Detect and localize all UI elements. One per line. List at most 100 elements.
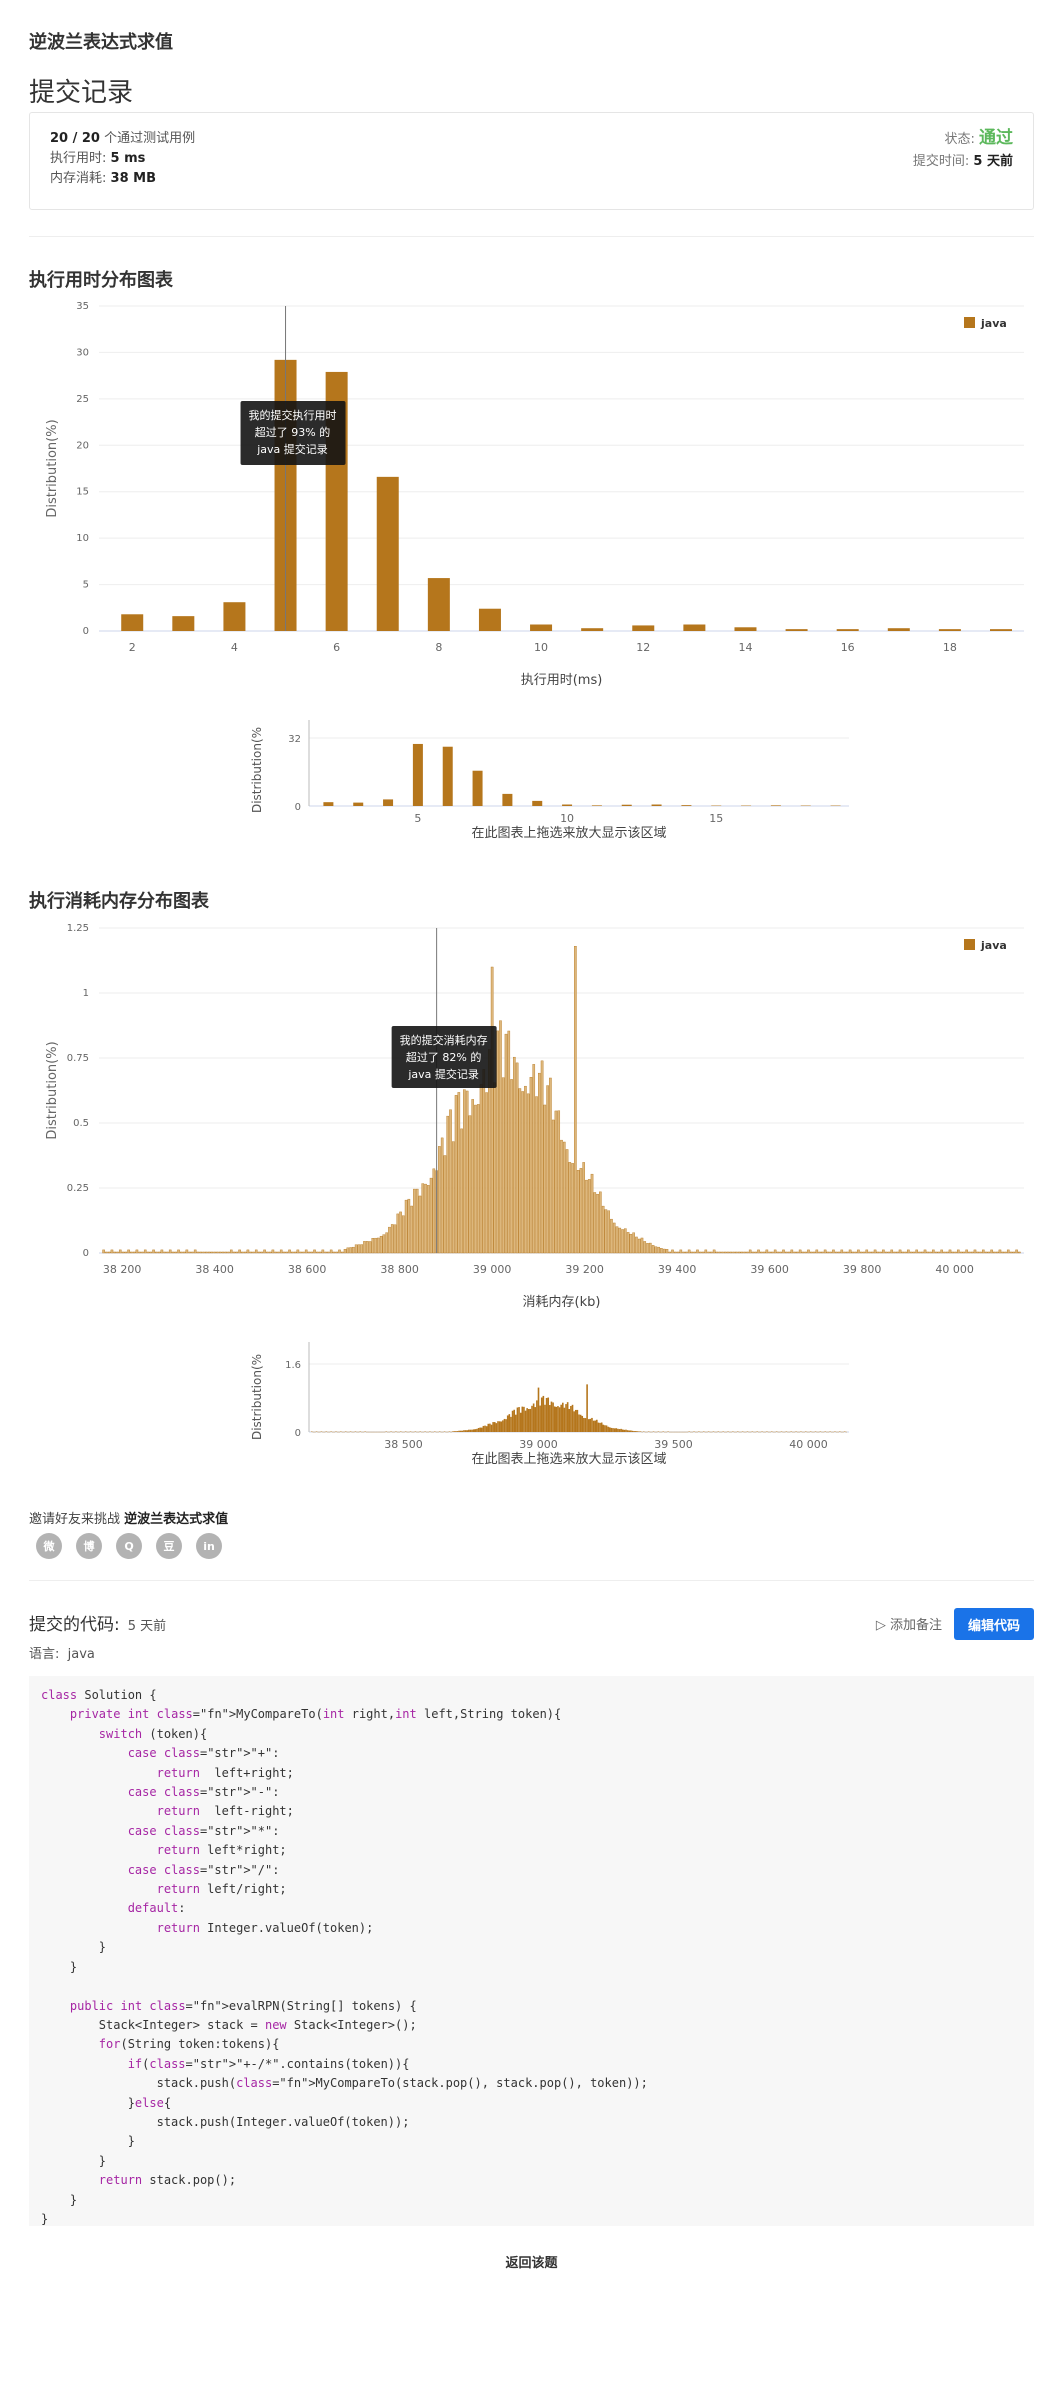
overview-bar bbox=[625, 1429, 627, 1432]
memory-bar bbox=[524, 1085, 527, 1254]
x-tick-label: 39 800 bbox=[843, 1263, 882, 1276]
memory-bar bbox=[155, 1251, 158, 1254]
memory-bar bbox=[562, 1141, 566, 1254]
overview-bar bbox=[613, 1428, 616, 1432]
memory-bar bbox=[673, 1251, 677, 1254]
memory-bar bbox=[515, 1062, 519, 1254]
overview-bar bbox=[537, 1387, 540, 1432]
play-icon: ▷ bbox=[875, 1618, 890, 1633]
back-to-problem-link[interactable]: 返回该题 bbox=[505, 2256, 558, 2271]
memory-bar bbox=[748, 1249, 752, 1254]
runtime-overview-chart[interactable]: 32 0 Distribution(% 5 10 15 在此图表上拖选来放大显示该区域 bbox=[239, 720, 859, 850]
code-line: private int class="fn">MyCompareTo(int r… bbox=[69, 1707, 562, 1722]
overview-bar bbox=[485, 1426, 488, 1432]
add-note-button[interactable]: ▷ 添加备注 bbox=[876, 1614, 942, 1633]
memory-bar bbox=[105, 1251, 108, 1254]
overview-bar bbox=[451, 1431, 454, 1432]
overview-bar bbox=[524, 1410, 527, 1432]
memory-bar bbox=[160, 1249, 164, 1254]
code-line: return Integer.valueOf(token); bbox=[156, 1920, 374, 1935]
overview-bar bbox=[527, 1409, 530, 1432]
runtime-label: 执行用时: bbox=[50, 151, 107, 166]
brush-hint: 在此图表上拖选来放大显示该区域 bbox=[471, 826, 666, 841]
memory-bar bbox=[371, 1238, 375, 1254]
memory-bar bbox=[796, 1251, 799, 1254]
memory-bar bbox=[446, 1115, 450, 1254]
edit-code-button[interactable]: 编辑代码 bbox=[954, 1608, 1034, 1640]
memory-bar bbox=[920, 1251, 924, 1254]
memory-bar bbox=[629, 1233, 633, 1254]
memory-bar bbox=[496, 1030, 499, 1254]
memory-bar bbox=[696, 1249, 699, 1254]
memory-bar bbox=[465, 1090, 469, 1254]
memory-bar bbox=[182, 1251, 186, 1254]
x-axis-title: 执行用时(ms) bbox=[521, 673, 603, 688]
brush-hint: 在此图表上拖选来放大显示该区域 bbox=[471, 1452, 666, 1467]
memory-bar bbox=[571, 1163, 574, 1254]
memory-bar bbox=[210, 1251, 214, 1254]
memory-bar bbox=[271, 1249, 275, 1254]
runtime-distribution-chart[interactable]: 0 5 10 15 20 25 30 35 Distribution(%) 执行用时(ms) jav… bbox=[29, 296, 1034, 691]
memory-bar bbox=[665, 1249, 669, 1254]
legend-swatch bbox=[964, 317, 975, 328]
memory-bar bbox=[979, 1251, 982, 1254]
overview-bar bbox=[600, 1422, 603, 1432]
wechat-icon[interactable]: 微 bbox=[36, 1533, 62, 1559]
runtime-bar bbox=[836, 629, 859, 631]
overview-bar bbox=[515, 1414, 517, 1432]
x-tick-label: 38 400 bbox=[195, 1263, 234, 1276]
memory-bar bbox=[316, 1251, 319, 1254]
x-tick-label: 6 bbox=[333, 641, 340, 654]
memory-bar bbox=[385, 1232, 388, 1254]
memory-bar bbox=[346, 1247, 350, 1254]
memory-bar bbox=[801, 1251, 805, 1254]
overview-bar bbox=[599, 1422, 601, 1432]
memory-bar bbox=[163, 1251, 166, 1254]
code-block[interactable]: class Solution { private int class="fn">… bbox=[29, 1676, 1034, 2226]
memory-bar bbox=[310, 1251, 314, 1254]
douban-icon[interactable]: 豆 bbox=[156, 1533, 182, 1559]
overview-bar bbox=[553, 1406, 556, 1432]
overview-bar bbox=[558, 1407, 561, 1432]
memory-bar bbox=[576, 1170, 580, 1254]
overview-bar bbox=[463, 1430, 465, 1432]
weibo-icon[interactable]: 博 bbox=[76, 1533, 102, 1559]
runtime-bar bbox=[223, 602, 246, 631]
invite-problem: 逆波兰表达式求值 bbox=[124, 1512, 229, 1527]
runtime-bar bbox=[427, 578, 450, 631]
memory-bar bbox=[599, 1191, 602, 1254]
qq-icon[interactable]: Q bbox=[116, 1533, 142, 1559]
overview-bar bbox=[469, 1429, 472, 1432]
memory-bar bbox=[1004, 1251, 1007, 1254]
linkedin-icon[interactable]: in bbox=[196, 1533, 222, 1559]
x-tick-label: 2 bbox=[129, 641, 136, 654]
memory-bar bbox=[171, 1251, 175, 1254]
memory-bar bbox=[854, 1251, 857, 1254]
memory-bar bbox=[790, 1249, 794, 1254]
memory-bar bbox=[957, 1249, 960, 1254]
memory-bar bbox=[743, 1251, 746, 1254]
y-tick-label: 15 bbox=[76, 487, 89, 498]
overview-bar bbox=[503, 1418, 506, 1432]
memory-bar bbox=[968, 1251, 971, 1254]
y-tick-label: 5 bbox=[83, 580, 89, 591]
problem-title[interactable]: 逆波兰表达式求值 bbox=[29, 32, 173, 53]
memory-overview-chart[interactable]: 1.6 0 Distribution(% 38 500 39 000 39 500 40 0… bbox=[239, 1342, 859, 1477]
memory-bar bbox=[329, 1249, 333, 1254]
memory-bar bbox=[807, 1249, 810, 1254]
overview-bar bbox=[477, 1427, 480, 1432]
overview-bar bbox=[571, 1404, 574, 1432]
runtime-bar bbox=[478, 608, 501, 631]
overview-bar bbox=[479, 1427, 481, 1432]
memory-distribution-chart[interactable]: 0 0.25 0.5 0.75 1 1.25 Distribution(%) 消耗内存(kb)… bbox=[29, 918, 1034, 1313]
memory-bar bbox=[207, 1251, 211, 1254]
memory-bar bbox=[313, 1249, 316, 1254]
x-tick-label: 38 200 bbox=[103, 1263, 142, 1276]
memory-bar bbox=[884, 1251, 888, 1254]
memory-bar bbox=[615, 1226, 619, 1254]
memory-bar bbox=[762, 1251, 766, 1254]
memory-bar bbox=[643, 1241, 647, 1254]
overview-bar bbox=[626, 1430, 629, 1432]
memory-bar bbox=[948, 1249, 952, 1254]
memory-bar bbox=[871, 1251, 874, 1254]
